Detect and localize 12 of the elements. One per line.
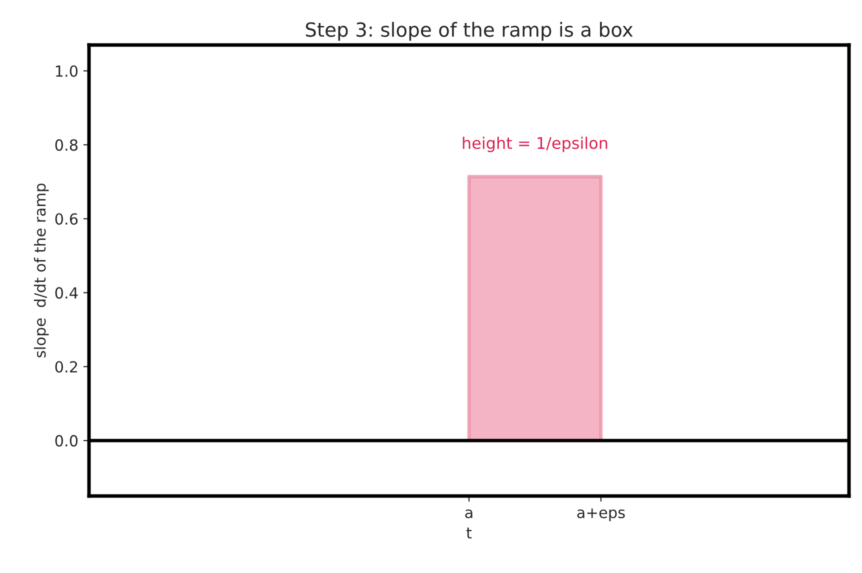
y-tick-label: 0.4 bbox=[55, 287, 78, 299]
annotation: height = 1/epsilon bbox=[462, 136, 608, 152]
y-tick-label: 1.0 bbox=[56, 65, 78, 77]
y-tick-label: 0.6 bbox=[55, 213, 78, 225]
chart-title: Step 3: slope of the ramp is a box bbox=[306, 22, 633, 41]
x-tick-label: a+eps bbox=[577, 508, 625, 522]
y-axis-title: slope d/dt of the ramp bbox=[34, 184, 49, 358]
x-axis-title: t bbox=[466, 528, 472, 538]
y-tick-label: 0.8 bbox=[55, 139, 78, 151]
x-tick-label: a bbox=[465, 509, 472, 518]
y-tick-label: 0.0 bbox=[55, 435, 78, 447]
y-tick-label: 0.2 bbox=[55, 361, 78, 373]
